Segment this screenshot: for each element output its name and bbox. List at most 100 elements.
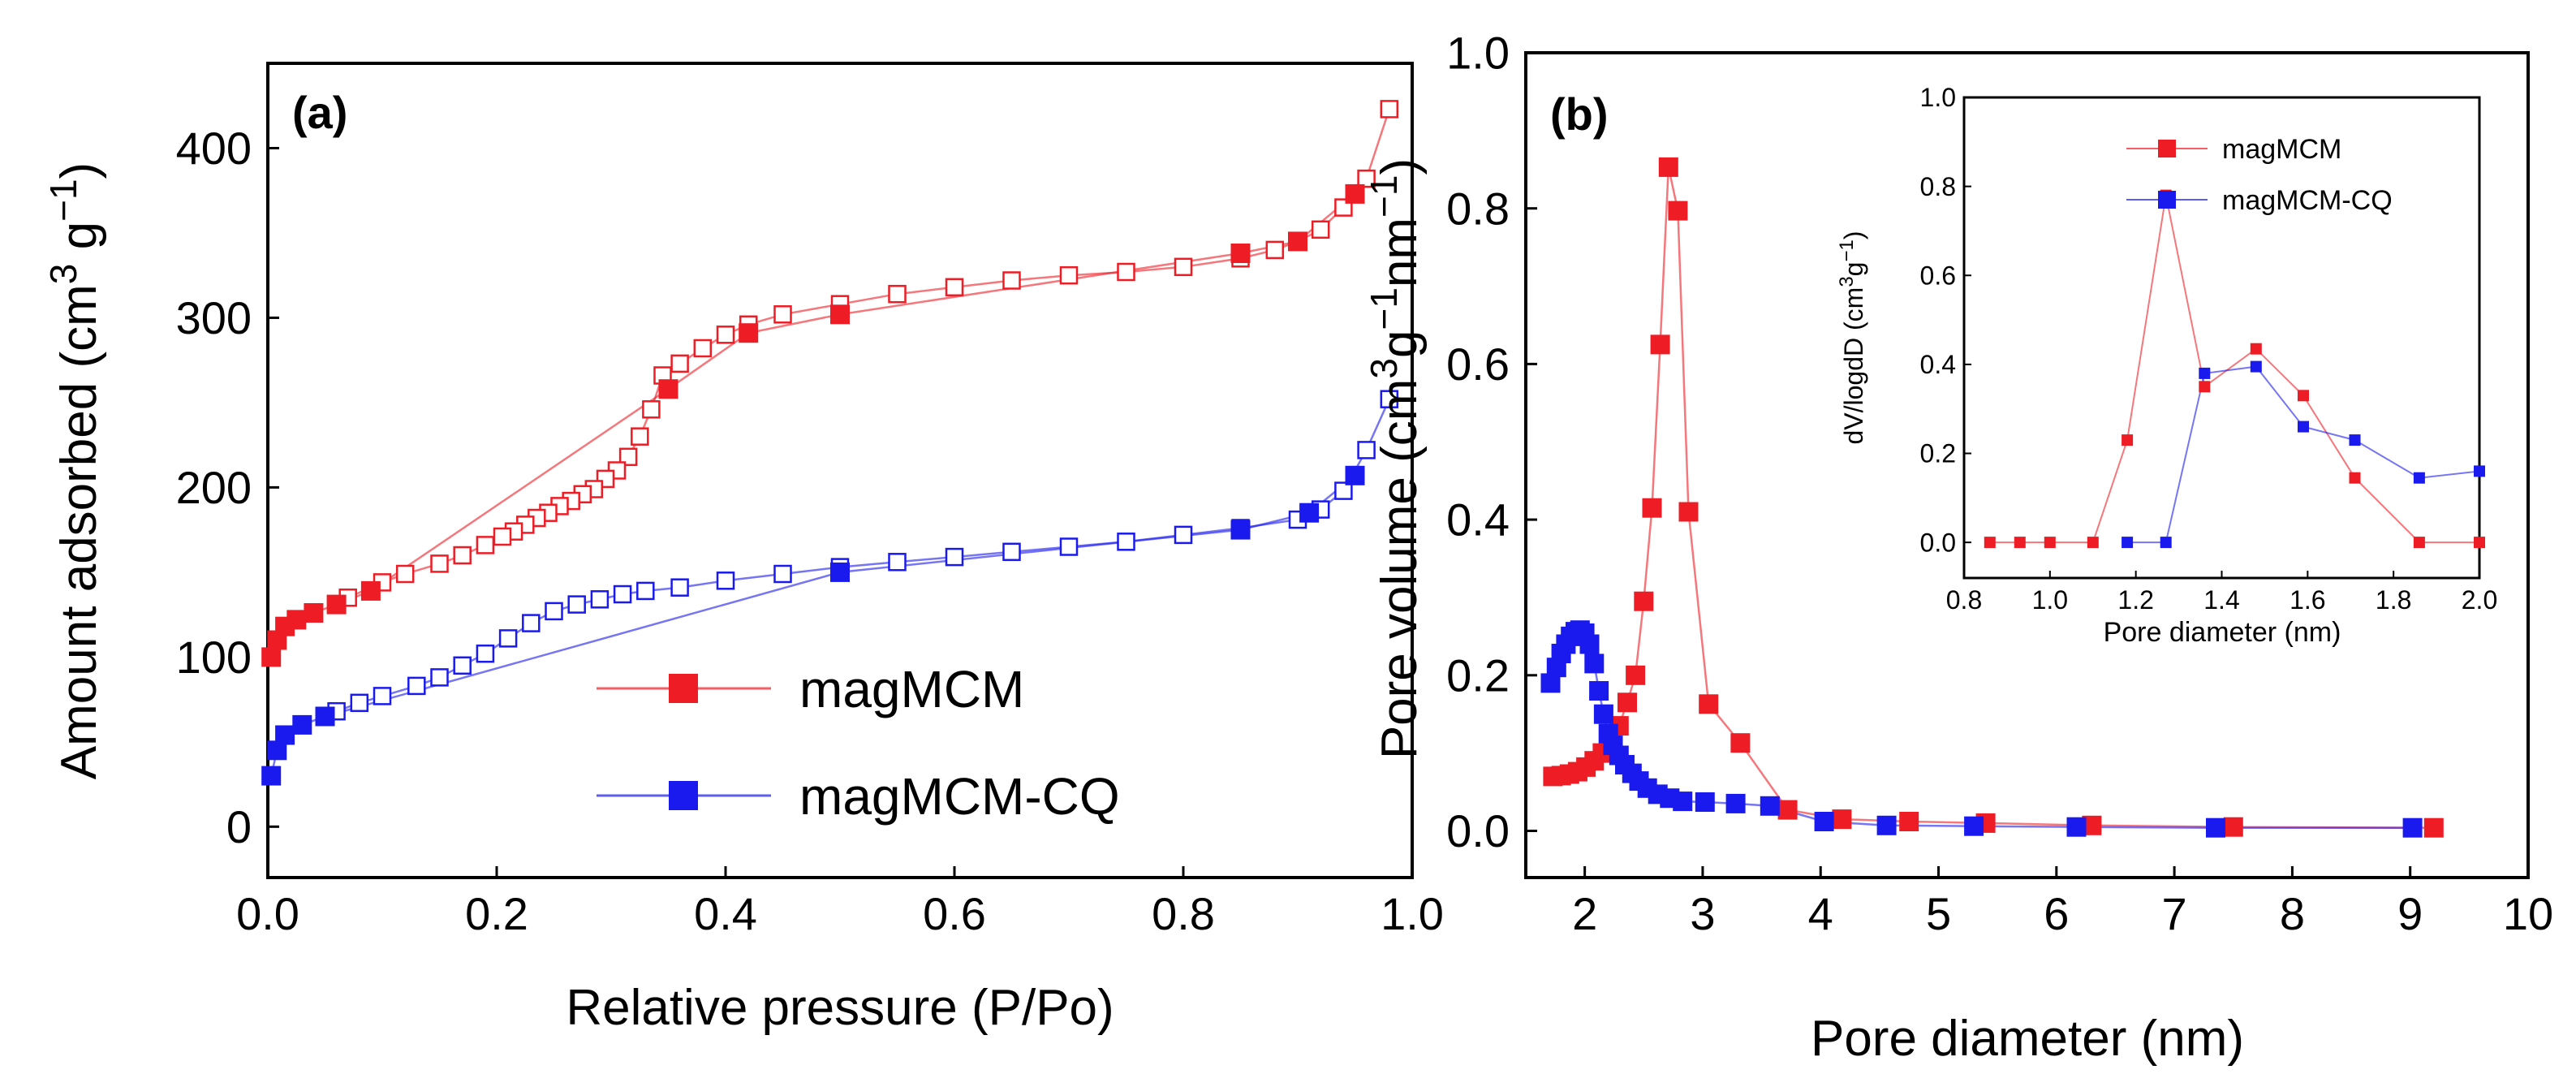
inset-y-tick-label: 0.8 (1920, 172, 1956, 201)
data-point-magmcm-cq (1814, 812, 1834, 831)
data-point-magmcm (1678, 502, 1699, 522)
desorption-point-magmcm-cq (1059, 537, 1079, 556)
adsorption-point-magmcm (739, 323, 759, 343)
inset-y-tick-label: 0.0 (1920, 528, 1956, 557)
desorption-point-magmcm-cq (670, 578, 689, 597)
data-point-magmcm-cq (1593, 704, 1613, 724)
desorption-point-magmcm (631, 427, 649, 446)
desorption-point-magmcm (1174, 257, 1193, 277)
inset-point-magmcm-cq (2199, 367, 2211, 379)
inset-point-magmcm-cq (2160, 537, 2172, 549)
data-point-magmcm (1899, 812, 1919, 831)
adsorption-point-magmcm-cq (292, 714, 312, 735)
adsorption-line-magmcm-cq (269, 474, 1356, 776)
inset-point-magmcm (2413, 537, 2425, 549)
desorption-point-magmcm (430, 554, 449, 573)
data-point-magmcm (1618, 692, 1637, 713)
panel-b-x-tick-label: 4 (1808, 888, 1833, 939)
inset-point-magmcm-cq (2413, 472, 2425, 484)
inset-background (1964, 97, 2479, 578)
desorption-point-magmcm (888, 284, 907, 304)
desorption-point-magmcm-cq (1117, 533, 1135, 551)
adsorption-point-magmcm (1345, 183, 1365, 204)
panel-b-y-tick-label: 0.0 (1446, 805, 1510, 856)
data-point-magmcm-cq (1584, 653, 1605, 674)
desorption-point-magmcm-cq (373, 687, 392, 705)
data-point-magmcm (2223, 817, 2243, 837)
inset-x-tick-label: 1.0 (2032, 585, 2068, 615)
desorption-point-magmcm-cq (430, 668, 449, 687)
adsorption-point-magmcm-cq (830, 562, 850, 582)
adsorption-point-magmcm-cq (1345, 465, 1365, 485)
panel-b-x-axis-label: Pore diameter (nm) (1811, 1011, 2244, 1067)
desorption-point-magmcm (618, 447, 638, 467)
panel-a-x-tick-label: 0.2 (465, 888, 528, 939)
inset-point-magmcm (2474, 537, 2485, 549)
inset-x-tick-label: 0.8 (1946, 585, 1982, 615)
inset-axis-ticks: 0.8 1.0 1.2 1.4 1.6 1.8 2.0 0.0 0.2 0.4 0.6 0.8 1.0 (1920, 83, 2498, 615)
desorption-point-magmcm (642, 400, 661, 419)
adsorption-point-magmcm-cq (1230, 520, 1251, 540)
desorption-point-magmcm (1380, 100, 1399, 119)
desorption-point-magmcm (1117, 262, 1135, 282)
panel-a-isotherm-chart: (a) 0.0 0.2 0.4 0.6 0.8 1.0 0 100 200 300 400 Rela… (42, 62, 1444, 1036)
adsorption-point-magmcm-cq (315, 706, 335, 727)
adsorption-point-magmcm (261, 647, 282, 667)
data-point-magmcm-cq (2206, 817, 2225, 838)
panel-a-x-tick-label: 1.0 (1381, 888, 1444, 939)
adsorption-point-magmcm (304, 603, 324, 623)
panel-b-y-tick-label: 0.2 (1446, 649, 1510, 701)
desorption-point-magmcm-cq (350, 693, 369, 713)
panel-b-x-tick-label: 5 (1926, 888, 1951, 939)
adsorption-point-magmcm (1230, 244, 1251, 263)
data-point-magmcm-cq (1964, 816, 1984, 836)
desorption-point-magmcm (1059, 265, 1079, 285)
panel-a-axis-ticks: 0.0 0.2 0.4 0.6 0.8 1.0 0 100 200 300 400 (176, 123, 1444, 939)
legend-label-magmcm-cq: magMCM-CQ (799, 767, 1120, 826)
adsorption-point-magmcm (830, 304, 850, 325)
desorption-point-magmcm (773, 305, 792, 324)
inset-x-axis-label: Pore diameter (nm) (2104, 617, 2341, 648)
desorption-point-magmcm-cq (773, 564, 792, 584)
desorption-point-magmcm-cq (1334, 481, 1353, 500)
panel-b-y-tick-label: 0.8 (1446, 183, 1510, 234)
data-point-magmcm (1832, 809, 1852, 830)
desorption-point-magmcm (476, 536, 495, 554)
data-point-magmcm (1730, 733, 1751, 753)
desorption-point-magmcm (453, 546, 472, 565)
adsorption-point-magmcm (326, 594, 347, 615)
panel-a-y-tick-label: 100 (176, 632, 252, 683)
adsorption-point-magmcm (360, 580, 381, 601)
inset-point-magmcm-cq (2298, 421, 2309, 433)
panel-a-plot-frame (266, 62, 1414, 879)
inset-x-tick-label: 1.4 (2203, 585, 2239, 615)
panel-b-y-tick-label: 0.4 (1446, 494, 1510, 546)
panel-b-axis-ticks: 2 3 4 5 6 7 8 9 10 0.0 0.2 0.4 0.6 0.8 1.0 (1446, 28, 2553, 939)
panel-b-y-axis-label: Pore volume (cm3g−1nm−1) (1363, 158, 1428, 759)
panel-b-data-points (1540, 157, 2444, 838)
panel-b-x-tick-label: 6 (2044, 888, 2069, 939)
panel-b-pore-size-chart: (b) 2 3 4 5 6 7 8 9 10 0.0 0.2 0.4 0.6 0.8 1.0 Pore di… (1363, 28, 2553, 1067)
desorption-point-magmcm-cq (1174, 525, 1193, 545)
panel-a-y-tick-label: 300 (176, 292, 252, 343)
data-point-magmcm-cq (2402, 817, 2423, 838)
desorption-point-magmcm (1311, 220, 1330, 239)
adsorption-point-magmcm-cq (261, 766, 282, 786)
data-point-magmcm-cq (2066, 817, 2087, 837)
inset-point-magmcm-cq (2250, 360, 2262, 373)
panel-b-x-tick-label: 3 (1690, 888, 1715, 939)
data-point-magmcm (2423, 817, 2444, 838)
desorption-point-magmcm (693, 339, 713, 358)
adsorption-point-magmcm (658, 379, 678, 399)
desorption-point-magmcm-cq (1357, 441, 1376, 459)
panel-a-data-points (261, 100, 1399, 786)
adsorption-point-magmcm (286, 610, 307, 630)
desorption-point-magmcm-cq (545, 602, 563, 621)
inset-point-magmcm (2014, 537, 2026, 549)
panel-a-label: (a) (292, 87, 347, 138)
desorption-point-magmcm (493, 527, 512, 546)
adsorption-point-magmcm-cq (1299, 503, 1320, 523)
inset-legend-marker-magmcm (2158, 140, 2176, 157)
desorption-point-magmcm (716, 326, 735, 344)
